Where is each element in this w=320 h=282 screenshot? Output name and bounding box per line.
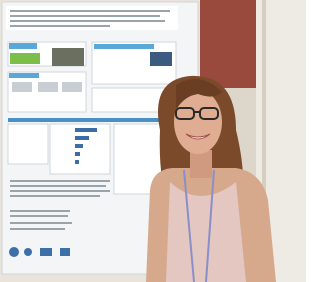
section-label [94,44,154,49]
neck [190,150,212,178]
page [0,0,306,282]
section-box [8,124,48,164]
poster-figure [150,52,172,66]
section-label [9,43,37,49]
flow-boxes [12,82,82,92]
photo [0,0,306,282]
section-label [9,73,39,78]
red-panel [200,0,260,88]
green-box [10,53,40,64]
section-bar [8,118,176,122]
poster-photo [52,48,84,66]
top [166,182,246,282]
